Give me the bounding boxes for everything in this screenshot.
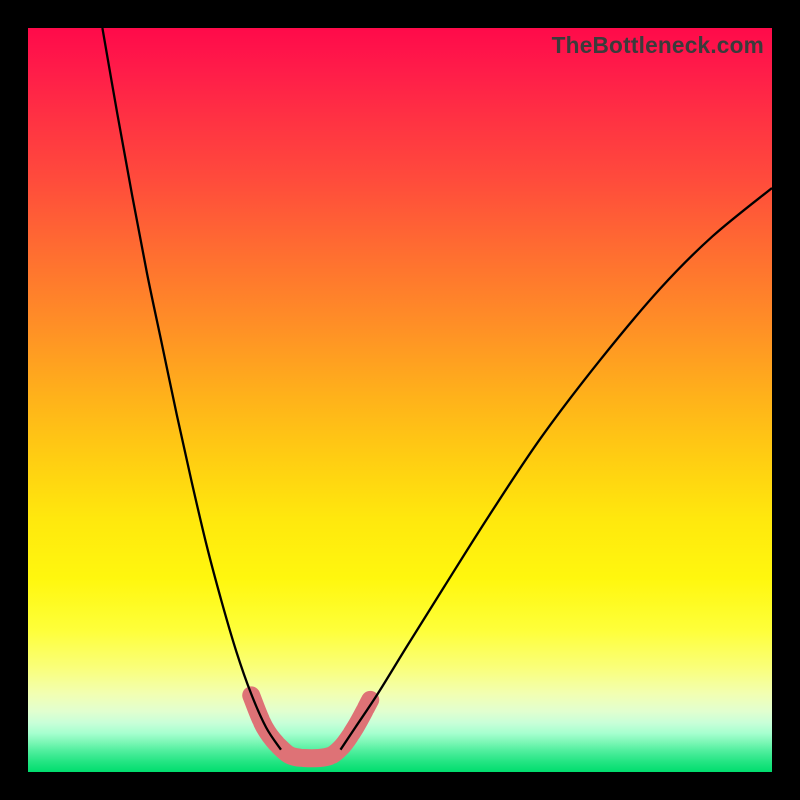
outer-frame: TheBottleneck.com — [0, 0, 800, 800]
watermark-text: TheBottleneck.com — [552, 32, 764, 59]
plot-area: TheBottleneck.com — [28, 28, 772, 772]
left-branch-curve — [102, 28, 281, 750]
right-branch-curve — [340, 188, 772, 750]
curve-layer — [28, 28, 772, 772]
valley-overlay-band — [251, 695, 370, 758]
